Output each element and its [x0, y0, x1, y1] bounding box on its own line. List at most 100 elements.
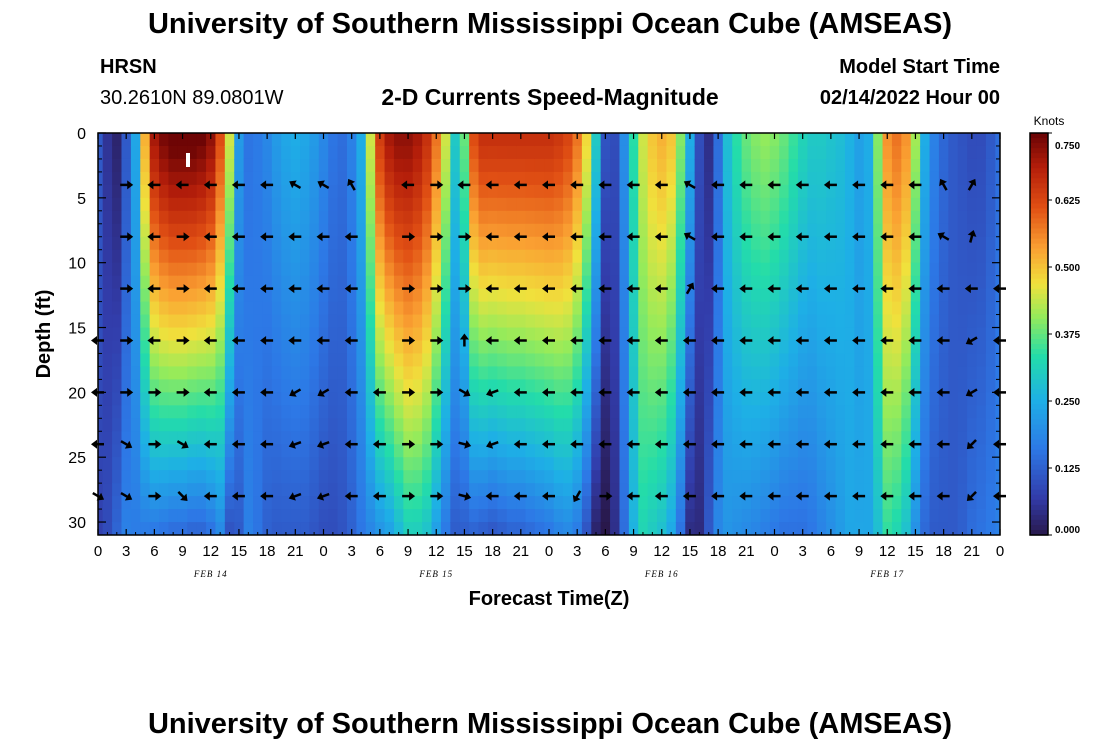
heatmap-cell — [130, 340, 141, 355]
heatmap-cell — [835, 444, 846, 458]
heatmap-cell — [581, 405, 592, 419]
heatmap-cell — [638, 327, 649, 342]
heatmap-cell — [694, 444, 705, 458]
heatmap-cell — [497, 197, 508, 212]
colorbar-tick-label: 0.125 — [1055, 464, 1080, 475]
heatmap-cell — [638, 275, 649, 290]
heatmap-cell — [835, 223, 846, 238]
heatmap-cell — [478, 262, 489, 277]
heatmap-cell — [346, 483, 357, 497]
heatmap-cell — [234, 340, 245, 355]
current-arrow — [795, 336, 809, 345]
current-arrow — [936, 387, 950, 397]
heatmap-cell — [995, 249, 1000, 264]
heatmap-cell — [149, 509, 160, 523]
heatmap-cell — [112, 457, 123, 471]
heatmap-cell — [835, 392, 846, 406]
heatmap-cell — [243, 366, 254, 380]
heatmap-cell — [393, 431, 404, 445]
heatmap-cell — [168, 366, 179, 380]
heatmap-cell — [281, 353, 292, 368]
heatmap-cell — [581, 327, 592, 342]
heatmap-cell — [328, 405, 339, 419]
heatmap-cell — [610, 314, 621, 329]
heatmap-cell — [328, 223, 339, 238]
colorbar-segment — [1030, 238, 1048, 245]
heatmap-cell — [873, 379, 884, 393]
heatmap-cell — [130, 353, 141, 368]
heatmap-cell — [187, 288, 198, 303]
heatmap-cell — [957, 457, 968, 471]
heatmap-cell — [253, 184, 264, 199]
heatmap-cell — [469, 262, 480, 277]
heatmap-cell — [187, 418, 198, 432]
heatmap-cell — [685, 366, 696, 380]
heatmap-cell — [722, 418, 733, 432]
heatmap-cell — [290, 249, 301, 264]
heatmap-cell — [929, 288, 940, 303]
heatmap-cell — [797, 353, 808, 368]
current-arrow — [485, 336, 499, 345]
heatmap-cell — [760, 470, 771, 484]
heatmap-cell — [929, 210, 940, 225]
colorbar-segment — [1030, 198, 1048, 204]
heatmap-cell — [130, 366, 141, 380]
heatmap-cell — [807, 314, 818, 329]
heatmap-cell — [563, 405, 574, 419]
heatmap-cell — [581, 236, 592, 251]
heatmap-cell — [459, 301, 470, 316]
heatmap-cell — [459, 133, 470, 147]
heatmap-cell — [666, 223, 677, 238]
heatmap-cell — [328, 522, 339, 535]
heatmap-cell — [938, 249, 949, 264]
heatmap-cell — [938, 171, 949, 186]
colorbar-unit: Knots — [1034, 114, 1065, 128]
heatmap-cell — [591, 210, 602, 225]
heatmap-cell — [506, 145, 517, 160]
heatmap-cell — [797, 483, 808, 497]
heatmap-cell — [440, 418, 451, 432]
heatmap-cell — [929, 249, 940, 264]
heatmap-cell — [253, 171, 264, 186]
heatmap-cell — [215, 457, 226, 471]
heatmap-cell — [412, 171, 423, 186]
current-arrow — [570, 336, 584, 345]
heatmap-cell — [948, 431, 959, 445]
heatmap-cell — [628, 340, 639, 355]
axes: 0 3 6 9 12 15 18 21 0 3 6 9 12 15 18 21 0 3 6 9 12 15 18 21 0 3 6 9… — [68, 126, 1004, 579]
y-axis-label: Depth (ft) — [33, 290, 55, 379]
heatmap-cell — [751, 509, 762, 523]
heatmap-cell — [525, 158, 536, 173]
heatmap-cell — [581, 431, 592, 445]
x-tick-label: 12 — [202, 543, 219, 560]
heatmap-cell — [572, 210, 583, 225]
heatmap-cell — [938, 457, 949, 471]
heatmap-cell — [253, 405, 264, 419]
heatmap-cell — [657, 301, 668, 316]
heatmap-cell — [901, 392, 912, 406]
heatmap-cell — [243, 197, 254, 212]
heatmap-cell — [346, 197, 357, 212]
heatmap-cell — [619, 483, 630, 497]
heatmap-cell — [591, 171, 602, 186]
heatmap-cell — [534, 340, 545, 355]
heatmap-cell — [995, 197, 1000, 212]
heatmap-cell — [234, 483, 245, 497]
heatmap-cell — [797, 210, 808, 225]
heatmap-cell — [704, 483, 715, 497]
heatmap-cell — [300, 158, 311, 173]
heatmap-cell — [450, 249, 461, 264]
heatmap-cell — [271, 223, 282, 238]
heatmap-cell — [440, 158, 451, 173]
heatmap-cell — [563, 418, 574, 432]
heatmap-cell — [422, 483, 433, 497]
heatmap-cell — [591, 457, 602, 471]
heatmap-cell — [722, 210, 733, 225]
heatmap-cell — [431, 275, 442, 290]
heatmap-cell — [675, 405, 686, 419]
heatmap-cell — [544, 327, 555, 342]
heatmap-cell — [647, 249, 658, 264]
heatmap-cell — [628, 249, 639, 264]
heatmap-cell — [882, 184, 893, 199]
current-arrow — [908, 284, 922, 294]
